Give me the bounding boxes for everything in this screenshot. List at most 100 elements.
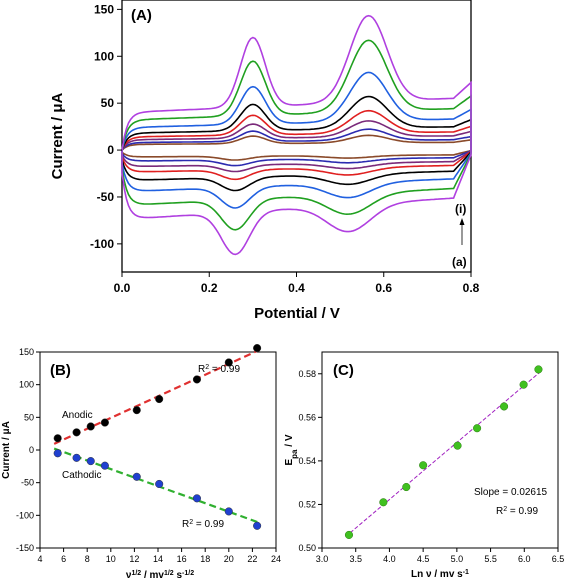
- panel-b-x-tick-label: 16: [177, 554, 187, 564]
- panel-a-x-tick-label: 0.4: [288, 281, 305, 295]
- panel-a-cv-curve-3: [121, 120, 472, 173]
- panel-a-x-tick-label: 0.2: [201, 281, 218, 295]
- panel-b: -150 -100 -50 0 50 100 150 4 6 8 10 12 14 16 18 20 22 24…: [1, 344, 281, 581]
- panel-c-x-tick-label: 5.0: [451, 554, 464, 564]
- panel-c-y-ticks: 0.50 0.52 0.54 0.56 0.58: [298, 369, 322, 553]
- panel-b-point-cathodic: [86, 457, 95, 466]
- panel-b-y-tick-label: 150: [19, 347, 34, 357]
- panel-a-x-tick-label: 0.6: [375, 281, 392, 295]
- panel-b-fit-lines: [53, 348, 260, 524]
- panel-b-y-ticks: -150 -100 -50 0 50 100 150: [16, 347, 40, 553]
- panel-b-point-anodic: [253, 344, 262, 353]
- panel-b-point-cathodic: [155, 479, 164, 489]
- panel-b-point-anodic: [192, 375, 201, 384]
- panel-c-point: [419, 461, 428, 470]
- panel-c-x-tick-label: 3.0: [316, 554, 329, 564]
- panel-a-y-tick-label: -100: [90, 237, 114, 251]
- panel-b-point-cathodic: [192, 494, 201, 503]
- panel-b-x-tick-label: 24: [271, 554, 281, 564]
- panel-c-point: [534, 365, 543, 374]
- panel-b-label: (B): [50, 362, 71, 379]
- panel-b-y-tick-label: -50: [21, 478, 34, 488]
- panel-c-slope-label: Slope = 0.02615: [474, 487, 548, 498]
- panel-b-cathodic-label: Cathodic: [62, 470, 101, 481]
- panel-b-y-tick-label: 0: [29, 445, 34, 455]
- panel-c-x-tick-label: 4.0: [383, 554, 396, 564]
- panel-b-point-anodic: [155, 394, 164, 404]
- panel-c-x-tick-label: 3.5: [349, 554, 362, 564]
- panel-a-y-tick-label: 150: [94, 2, 114, 16]
- panel-c-x-tick-label: 6.0: [518, 554, 531, 564]
- panel-c-point: [453, 441, 462, 450]
- panel-b-x-axis-title: ν1/2 / mv1/2 s-1/2: [126, 570, 194, 581]
- panel-a-y-tick-label: 100: [94, 49, 114, 63]
- panel-b-point-cathodic: [100, 461, 109, 470]
- panel-c-y-tick-label: 0.52: [298, 499, 316, 509]
- panel-a-y-ticks: -100 -50 0 50 100 150: [90, 2, 122, 251]
- panel-b-x-tick-label: 22: [247, 554, 257, 564]
- panel-b-point-cathodic: [72, 453, 81, 462]
- panel-a-cv-curve-8: [121, 14, 472, 256]
- panel-c-point: [473, 424, 482, 433]
- panel-c-label: (C): [333, 362, 354, 379]
- panel-c-fit: [345, 370, 542, 538]
- panel-c-y-axis-title: Epa / V: [284, 434, 299, 465]
- panel-b-point-anodic: [132, 406, 141, 415]
- panel-b-x-tick-label: 8: [85, 554, 90, 564]
- panel-a-annotation-i: (i): [455, 202, 466, 216]
- panel-a-x-tick-label: 0.8: [463, 281, 480, 295]
- panel-b-x-tick-label: 4: [37, 554, 42, 564]
- panel-a-y-tick-label: 0: [107, 143, 114, 157]
- panel-b-y-axis-title: Current / μA: [1, 421, 12, 479]
- panel-c-point: [402, 482, 411, 492]
- panel-c-y-tick-label: 0.50: [298, 543, 316, 553]
- panel-b-x-tick-label: 18: [200, 554, 210, 564]
- panel-a-x-axis-title: Potential / V: [254, 305, 340, 322]
- panel-b-x-ticks: 4 6 8 10 12 14 16 18 20 22 24: [37, 548, 281, 564]
- panel-b-r2-cathodic: R2 = 0.99: [182, 519, 224, 531]
- panel-c-x-tick-label: 4.5: [417, 554, 430, 564]
- panel-b-y-tick-label: -150: [16, 543, 34, 553]
- panel-c-fit-line: [345, 370, 542, 538]
- panel-a-y-tick-label: -50: [97, 190, 115, 204]
- panel-c-points: [344, 365, 543, 539]
- panel-b-point-anodic: [53, 434, 62, 443]
- panel-b-plot-frame: [39, 351, 277, 549]
- panel-c-plot-frame: [321, 351, 559, 549]
- panel-b-x-tick-label: 20: [224, 554, 234, 564]
- panel-c-x-tick-label: 5.5: [484, 554, 497, 564]
- panel-a-label: (A): [131, 7, 152, 24]
- panel-b-y-tick-label: -100: [16, 510, 34, 520]
- panel-b-point-cathodic: [224, 507, 233, 516]
- panel-b-y-tick-label: 100: [19, 380, 34, 390]
- panel-a-cv-curve-4: [121, 109, 472, 181]
- panel-b-y-tick-label: 50: [24, 412, 34, 422]
- panel-b-x-tick-label: 10: [106, 554, 116, 564]
- panel-c-x-tick-label: 6.5: [552, 554, 565, 564]
- panel-c-x-axis-title: Ln ν / mv s-1: [411, 569, 469, 581]
- panel-b-x-tick-label: 12: [129, 554, 139, 564]
- panel-c-point: [519, 380, 528, 389]
- panel-b-x-tick-label: 14: [153, 554, 163, 564]
- panel-c-r2-label: R2 = 0.99: [496, 506, 538, 518]
- panel-b-point-anodic: [72, 428, 81, 437]
- panel-b-r2-anodic: R2 = 0.99: [198, 364, 240, 376]
- panel-b-point-cathodic: [132, 472, 141, 481]
- panel-a-y-tick-label: 50: [101, 96, 115, 110]
- panel-c-point: [379, 498, 388, 507]
- panel-c-x-ticks: 3.0 3.5 4.0 4.5 5.0 5.5 6.0 6.5: [316, 548, 565, 564]
- panel-a-curves: [121, 14, 472, 256]
- panel-b-point-cathodic: [253, 521, 262, 530]
- panel-b-point-anodic: [86, 422, 95, 431]
- panel-c-y-tick-label: 0.58: [298, 369, 316, 379]
- panel-b-point-cathodic: [53, 449, 62, 458]
- panel-b-points: [53, 344, 262, 530]
- panel-a-y-axis-title: Current / μA: [49, 92, 66, 179]
- panel-a: -100 -50 0 50 100 150 0.0 0.2 0.4 0.6 0.8 (A) (i)…: [49, 0, 480, 322]
- panel-b-point-anodic: [100, 418, 109, 427]
- panel-b-anodic-label: Anodic: [62, 410, 93, 421]
- panel-b-point-anodic: [224, 358, 233, 367]
- panel-c-point: [344, 530, 354, 539]
- panel-c-y-tick-label: 0.54: [298, 456, 316, 466]
